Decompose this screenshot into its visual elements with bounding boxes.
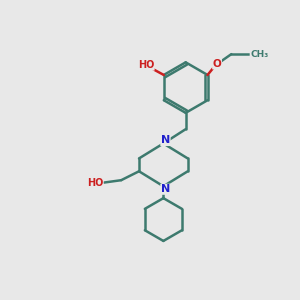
Text: HO: HO bbox=[138, 60, 154, 70]
Text: N: N bbox=[161, 136, 170, 146]
Text: O: O bbox=[213, 59, 221, 69]
Text: CH₃: CH₃ bbox=[250, 50, 268, 58]
Text: N: N bbox=[161, 184, 170, 194]
Text: HO: HO bbox=[87, 178, 103, 188]
